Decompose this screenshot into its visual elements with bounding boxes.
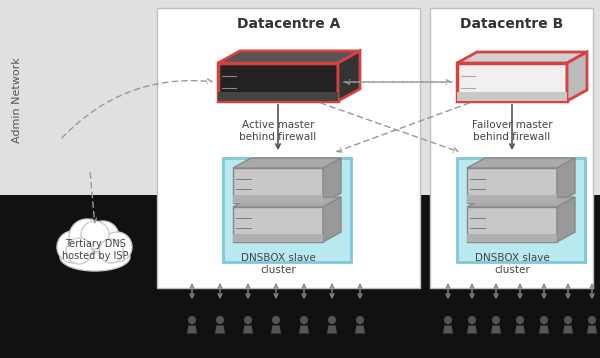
Text: DNSBOX slave
cluster: DNSBOX slave cluster — [475, 253, 550, 275]
Polygon shape — [457, 52, 587, 63]
Polygon shape — [491, 325, 501, 334]
Text: Datacentre B: Datacentre B — [460, 17, 563, 31]
Bar — [467, 168, 557, 203]
Circle shape — [57, 231, 89, 263]
Bar — [0, 195, 600, 358]
Polygon shape — [233, 197, 341, 207]
Polygon shape — [557, 158, 575, 203]
Polygon shape — [515, 325, 525, 334]
Circle shape — [588, 316, 596, 324]
Polygon shape — [467, 325, 477, 334]
Polygon shape — [187, 325, 197, 334]
Circle shape — [87, 221, 119, 253]
Circle shape — [188, 316, 196, 324]
Circle shape — [468, 316, 476, 324]
Polygon shape — [539, 325, 549, 334]
Bar — [233, 234, 323, 242]
Bar — [457, 158, 585, 262]
Circle shape — [69, 219, 105, 255]
Circle shape — [81, 221, 109, 249]
Bar — [218, 92, 338, 101]
Polygon shape — [557, 197, 575, 242]
Polygon shape — [327, 325, 337, 334]
Text: Active master
behind firewall: Active master behind firewall — [239, 120, 317, 142]
Ellipse shape — [60, 243, 130, 271]
Bar — [218, 63, 338, 101]
Polygon shape — [299, 325, 309, 334]
Circle shape — [300, 316, 308, 324]
Circle shape — [356, 316, 364, 324]
Bar — [0, 0, 600, 195]
Polygon shape — [355, 325, 365, 334]
Bar — [467, 207, 557, 242]
Bar — [467, 234, 557, 242]
Circle shape — [99, 239, 123, 263]
Circle shape — [102, 232, 132, 262]
Polygon shape — [243, 325, 253, 334]
Text: Datacentre A: Datacentre A — [237, 17, 340, 31]
Text: Tertiary DNS
hosted by ISP: Tertiary DNS hosted by ISP — [62, 239, 128, 261]
Polygon shape — [467, 158, 575, 168]
Polygon shape — [587, 325, 597, 334]
Text: Failover master
behind firewall: Failover master behind firewall — [472, 120, 553, 142]
Polygon shape — [271, 325, 281, 334]
Bar — [157, 8, 420, 288]
Circle shape — [540, 316, 548, 324]
Circle shape — [66, 238, 92, 264]
Bar — [233, 168, 323, 203]
Bar — [223, 158, 351, 262]
Bar — [430, 8, 593, 288]
Text: Admin Network: Admin Network — [12, 57, 22, 143]
Circle shape — [272, 316, 280, 324]
Polygon shape — [563, 325, 573, 334]
Polygon shape — [233, 158, 341, 168]
Circle shape — [564, 316, 572, 324]
Circle shape — [516, 316, 524, 324]
Text: DNSBOX slave
cluster: DNSBOX slave cluster — [241, 253, 316, 275]
Polygon shape — [215, 325, 225, 334]
Polygon shape — [218, 51, 360, 63]
Circle shape — [216, 316, 224, 324]
Bar — [233, 195, 323, 203]
Circle shape — [328, 316, 336, 324]
Circle shape — [444, 316, 452, 324]
Polygon shape — [323, 197, 341, 242]
Circle shape — [492, 316, 500, 324]
Bar — [467, 195, 557, 203]
Polygon shape — [467, 197, 575, 207]
Polygon shape — [323, 158, 341, 203]
Bar — [457, 92, 567, 101]
Bar — [233, 207, 323, 242]
Polygon shape — [443, 325, 453, 334]
Polygon shape — [567, 52, 587, 101]
Bar — [457, 63, 567, 101]
Circle shape — [244, 316, 252, 324]
Polygon shape — [338, 51, 360, 101]
